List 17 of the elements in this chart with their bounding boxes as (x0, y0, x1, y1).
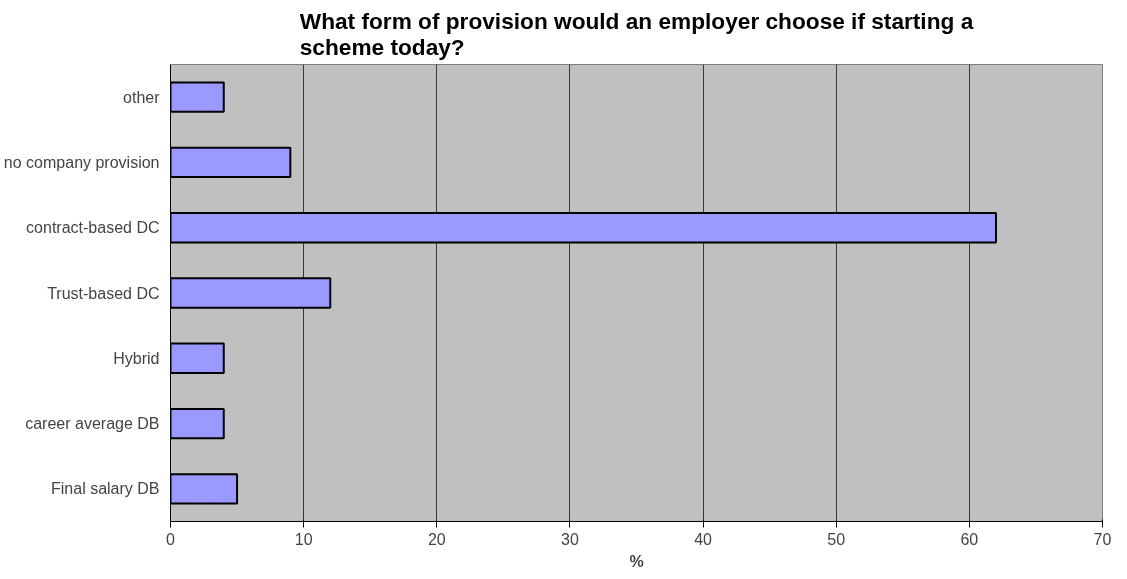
x-tick-label: 70 (1093, 530, 1112, 548)
x-axis-title: % (629, 552, 644, 570)
x-tick-label: 40 (694, 530, 713, 548)
x-tick-label: 0 (166, 530, 176, 548)
x-tick-label: 60 (960, 530, 979, 548)
y-tick-label: Hybrid (113, 349, 160, 367)
x-tick-label: 10 (294, 530, 313, 548)
x-tick-label: 30 (561, 530, 579, 548)
y-tick-label: contract-based DC (26, 219, 160, 237)
x-tick-label: 50 (827, 530, 846, 548)
chart-title: What form of provision would an employer choose if starting a scheme today? (299, 7, 974, 60)
y-tick-label: no company provision (3, 153, 160, 171)
y-tick-label: Trust-based DC (47, 284, 160, 302)
y-tick-label: other (123, 88, 161, 106)
x-tick-label: 20 (427, 530, 446, 548)
y-tick-label: career average DB (25, 415, 160, 433)
y-tick-label: Final salary DB (51, 480, 160, 498)
